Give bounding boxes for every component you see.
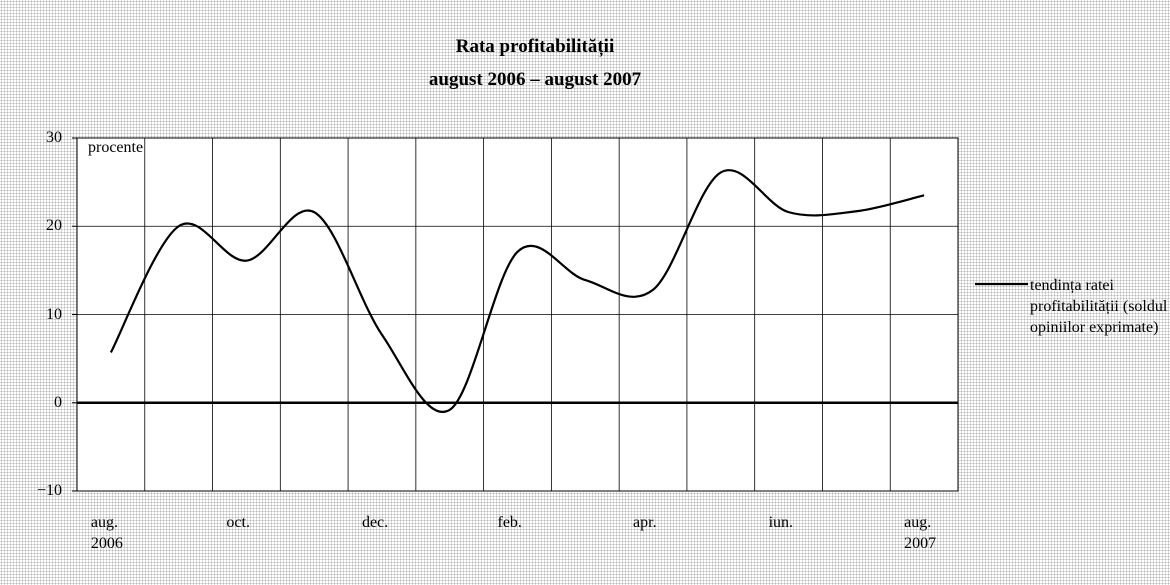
- chart-title: Rata profitabilității: [455, 36, 615, 57]
- line-series: [109, 169, 925, 413]
- x-tick-label: iun.: [768, 514, 794, 531]
- x-tick-label: oct.: [226, 514, 250, 531]
- legend-label: tendința ratei profitabilității (soldul …: [1030, 277, 1168, 336]
- x-tick-label: aug. 2006: [90, 514, 123, 552]
- y-tick-label: −10: [36, 482, 62, 499]
- y-tick-label: 30: [46, 129, 62, 146]
- y-axis-label: procente: [88, 139, 144, 156]
- x-tick-label: apr.: [633, 514, 657, 531]
- y-tick-label: 20: [46, 217, 62, 235]
- x-tick-label: feb.: [497, 514, 522, 531]
- y-tick-label: 0: [54, 393, 62, 411]
- x-tick-label: dec.: [361, 514, 389, 531]
- x-tick-label: aug. 2007: [904, 514, 937, 552]
- y-tick-label: 10: [46, 305, 62, 323]
- chart-subtitle: august 2006 – august 2007: [428, 69, 642, 90]
